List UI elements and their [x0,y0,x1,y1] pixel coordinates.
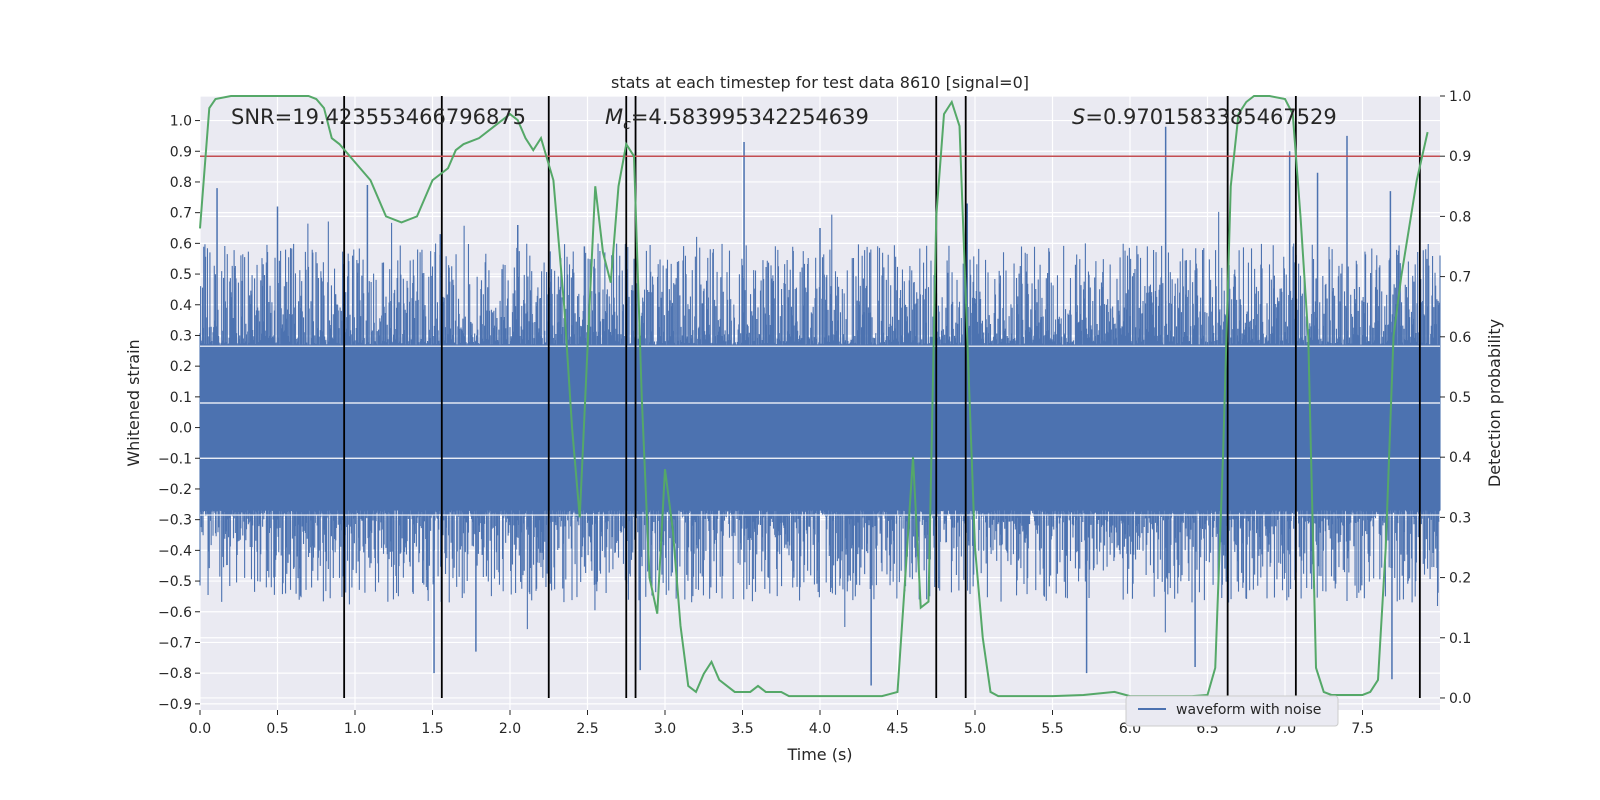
x-tick-label: 3.5 [731,721,753,737]
x-tick-label: 1.0 [344,721,366,737]
probability-line [199,95,1429,698]
y-tick-label: 0.0 [170,421,192,437]
y-tick-label: 0.1 [170,390,192,406]
y-tick-label: 0.3 [170,328,192,344]
legend-label: waveform with noise [1176,702,1321,718]
y2-tick-label: 0.3 [1449,510,1471,526]
y2-tick-label: 0.8 [1449,209,1471,225]
y2-tick-label: 0.5 [1449,390,1471,406]
y2-tick-label: 0.1 [1449,631,1471,647]
y-tick-label: −0.2 [158,482,192,498]
y-tick-label: −0.6 [158,605,192,621]
waveform-series [199,126,1441,686]
y2-tick-label: 0.7 [1449,270,1471,286]
chart-title: stats at each timestep for test data 861… [611,73,1029,92]
score-annotation: S=0.9701583385467529 [1072,105,1337,129]
y-tick-label: −0.4 [158,543,192,559]
y-tick-label: 0.6 [170,236,192,252]
y2-tick-label: 0.4 [1449,450,1471,466]
y-tick-label: 0.8 [170,175,192,191]
x-tick-label: 2.0 [499,721,521,737]
y2-tick-label: 1.0 [1449,89,1471,105]
x-tick-label: 0.0 [189,721,211,737]
y-tick-label: 0.4 [170,298,192,314]
y2-tick-labels: 1.0 0.9 0.8 0.7 0.6 0.5 0.4 0.3 0.2 0.1 0.0 [1440,89,1471,707]
y-tick-label: 0.9 [170,144,192,160]
y-axis-label: Whitened strain [124,339,143,466]
y-tick-label: −0.3 [158,513,192,529]
y2-tick-label: 0.2 [1449,571,1471,587]
y-tick-label: 0.5 [170,267,192,283]
x-tick-label: 3.0 [654,721,676,737]
event-lines [343,96,1421,698]
y-tick-labels: 1.0 0.9 0.8 0.7 0.6 0.5 0.4 0.3 0.2 0.1 0.0 −0.1 −0.… [158,114,200,713]
x-tick-label: 2.5 [576,721,598,737]
chirp-mass-annotation: Mc=4.583995342254639 [605,105,869,133]
legend-box [1125,695,1339,727]
y-tick-label: −0.7 [158,635,192,651]
y2-axis-label: Detection probability [1485,319,1504,487]
y-tick-label: −0.1 [158,451,192,467]
x-axis-label: Time (s) [786,745,852,764]
x-tick-label: 5.0 [964,721,986,737]
y-tick-label: 1.0 [170,114,192,130]
y-tick-label: 0.7 [170,206,192,222]
y-tick-label: −0.5 [158,574,192,590]
y-tick-label: −0.8 [158,666,192,682]
x-tick-label: 0.5 [266,721,288,737]
y2-tick-label: 0.9 [1449,149,1471,165]
legend: waveform with noise [1125,695,1339,727]
x-tick-label: 7.5 [1351,721,1373,737]
snr-annotation: SNR=19.423553466796875 [231,105,526,129]
y2-tick-label: 0.6 [1449,330,1471,346]
y-tick-label: 0.2 [170,359,192,375]
x-tick-label: 4.0 [809,721,831,737]
x-tick-label: 1.5 [421,721,443,737]
x-tick-label: 4.5 [886,721,908,737]
y2-tick-label: 0.0 [1449,691,1471,707]
x-tick-label: 5.5 [1041,721,1063,737]
y-tick-label: −0.9 [158,697,192,713]
